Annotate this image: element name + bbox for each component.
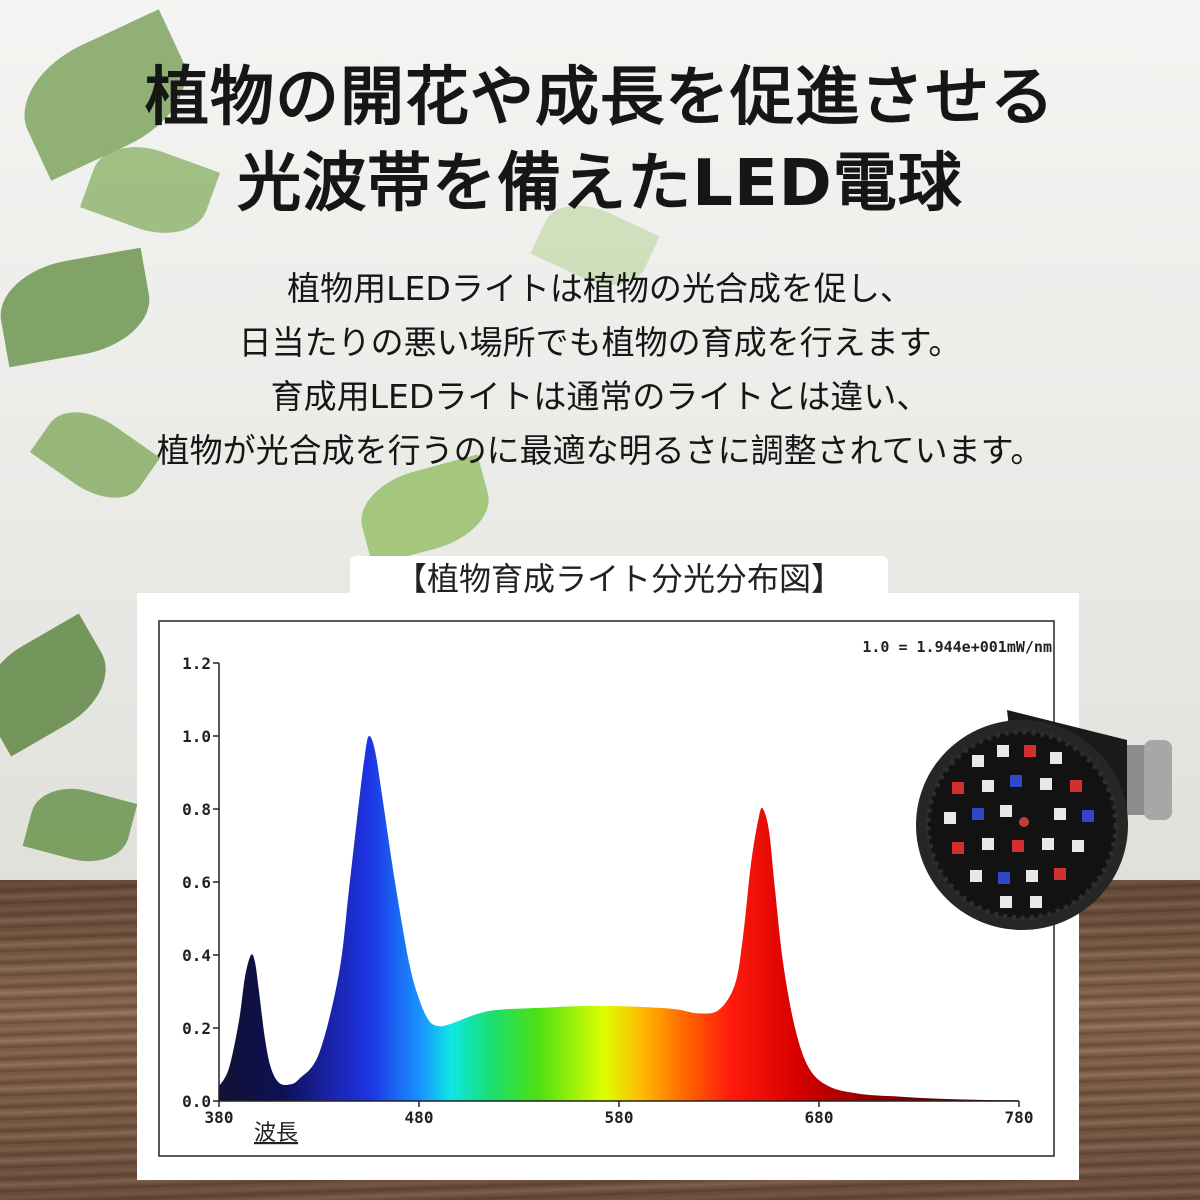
y-tick-label: 0.4 (182, 946, 211, 965)
y-tick-label: 0.6 (182, 873, 211, 892)
x-tick-label: 780 (1005, 1108, 1034, 1127)
y-tick-label: 1.0 (182, 727, 211, 746)
led-chips (944, 745, 1094, 908)
x-axis-label: 波長 (254, 1121, 298, 1146)
spectrum-area (219, 735, 1019, 1101)
headline-line-1: 植物の開花や成長を促進させる (145, 61, 1055, 135)
x-tick-label: 480 (405, 1108, 434, 1127)
headline-line-2: 光波帯を備えたLED電球 (237, 147, 963, 221)
description-line-4: 植物が光合成を行うのに最適な明るさに調整されています。 (156, 431, 1044, 470)
chart-title: 【植物育成ライト分光分布図】 (350, 556, 888, 602)
led-bulb-image (916, 710, 1172, 930)
chart-annotation: 1.0 = 1.944e+001mW/nm (862, 638, 1052, 656)
y-tick-label: 0.0 (182, 1092, 211, 1111)
x-tick-label: 680 (805, 1108, 834, 1127)
x-tick-label: 380 (205, 1108, 234, 1127)
description-line-3: 育成用LEDライトは通常のライトとは違い、 (270, 377, 930, 416)
y-tick-label: 0.8 (182, 800, 211, 819)
y-tick-label: 1.2 (182, 654, 211, 673)
x-tick-label: 580 (605, 1108, 634, 1127)
y-tick-label: 0.2 (182, 1019, 211, 1038)
description-line-2: 日当たりの悪い場所でも植物の育成を行えます。 (238, 323, 962, 362)
description-line-1: 植物用LEDライトは植物の光合成を促し、 (287, 269, 913, 308)
